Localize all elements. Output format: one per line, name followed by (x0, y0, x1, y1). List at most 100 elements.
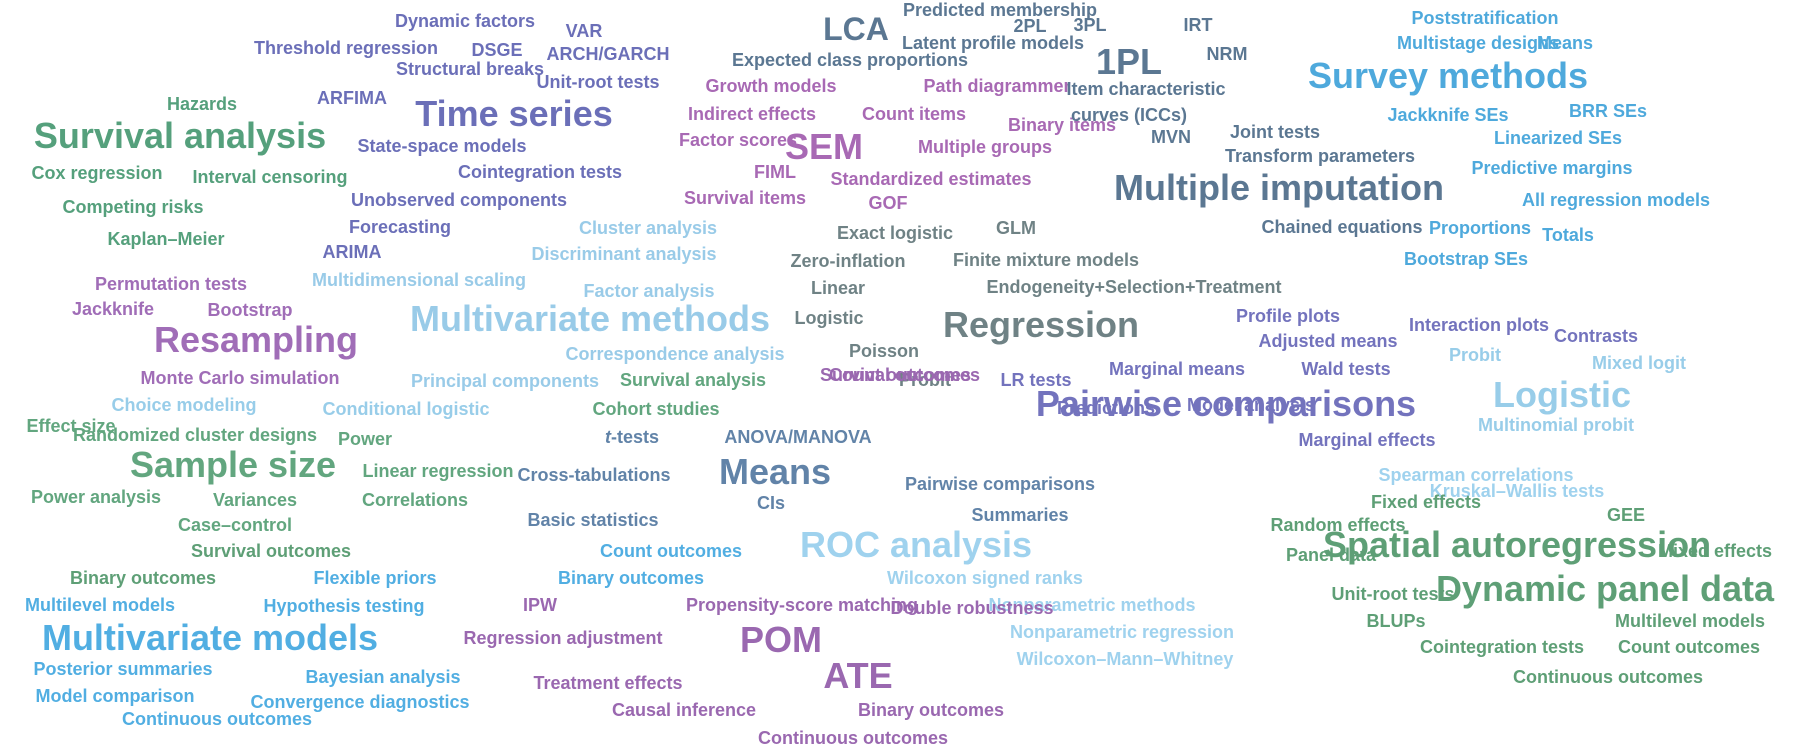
cloud-word-arch-garch: ARCH/GARCH (546, 44, 670, 64)
cloud-word-survival-analysis: Survival analysis (619, 370, 767, 390)
cloud-word-case-control: Case–control (177, 515, 293, 535)
cloud-word-spatial-autoregression: Spatial autoregression (1322, 524, 1712, 565)
cloud-word-arfima: ARFIMA (317, 88, 387, 108)
cloud-word-latent-profile-models: Latent profile models (901, 33, 1085, 53)
cloud-word-permutation-tests: Permutation tests (94, 274, 248, 294)
cloud-word-flexible-priors: Flexible priors (313, 568, 437, 588)
cloud-word-bayesian-analysis: Bayesian analysis (305, 667, 461, 687)
cloud-word-nonparametric-methods: Nonparametric methods (988, 595, 1196, 615)
cloud-word-principal-components: Principal components (410, 371, 600, 391)
cloud-word-propensity-score-matching: Propensity-score matching (685, 595, 919, 615)
cloud-word-transform-parameters: Transform parameters (1224, 146, 1416, 166)
cloud-word-standardized-estimates: Standardized estimates (830, 169, 1032, 189)
cloud-word-correspondence-analysis: Correspondence analysis (565, 344, 785, 364)
cloud-word-2pl: 2PL (1013, 16, 1047, 36)
cloud-word-bootstrap-ses: Bootstrap SEs (1403, 249, 1529, 269)
cloud-word-correlations: Correlations (361, 490, 469, 510)
cloud-word-chained-equations: Chained equations (1261, 217, 1423, 237)
cloud-word-pairwise-comparisons: Pairwise comparisons (1035, 383, 1417, 424)
cloud-word-multilevel-models: Multilevel models (24, 595, 176, 615)
cloud-word-profile-plots: Profile plots (1235, 306, 1341, 326)
cloud-word-fiml: FIML (754, 162, 796, 182)
cloud-word-bootstrap: Bootstrap (207, 300, 293, 320)
cloud-word-finite-mixture-models: Finite mixture models (952, 250, 1140, 270)
cloud-word-multistage-designs: Multistage designs (1396, 33, 1560, 53)
cloud-word-zero-inflation: Zero-inflation (790, 251, 906, 271)
cloud-word-power-analysis: Power analysis (30, 487, 162, 507)
cloud-word-survival-analysis: Survival analysis (33, 115, 327, 156)
cloud-word-joint-tests: Joint tests (1229, 122, 1321, 142)
cloud-word-jackknife: Jackknife (71, 299, 155, 319)
cloud-word-conditional-logistic: Conditional logistic (322, 399, 490, 419)
cloud-word-nonparametric-regression: Nonparametric regression (1009, 622, 1235, 642)
cloud-word-wilcoxon-signed-ranks: Wilcoxon signed ranks (887, 568, 1083, 588)
cloud-word-path-diagrammer: Path diagrammer (923, 76, 1071, 96)
cloud-word-hazards: Hazards (166, 94, 238, 114)
cloud-word-predictions: Predictions (1056, 398, 1156, 418)
cloud-word-marginal-means: Marginal means (1108, 359, 1246, 379)
cloud-word-cross-tabulations: Cross-tabulations (517, 465, 671, 485)
cloud-word-expected-class-proportions: Expected class proportions (731, 50, 969, 70)
cloud-word-resampling: Resampling (153, 319, 359, 360)
cloud-word-indirect-effects: Indirect effects (687, 104, 817, 124)
cloud-word-cis: CIs (756, 493, 786, 513)
cloud-word-pom: POM (739, 619, 823, 660)
cloud-word-mixed-logit: Mixed logit (1592, 353, 1686, 373)
cloud-word-irt: IRT (1183, 15, 1213, 35)
cloud-word-wald-tests: Wald tests (1301, 359, 1391, 379)
cloud-word-linearized-ses: Linearized SEs (1493, 128, 1623, 148)
cloud-word-structural-breaks: Structural breaks (395, 59, 545, 79)
cloud-word-monte-carlo-simulation: Monte Carlo simulation (140, 368, 340, 388)
cloud-word-competing-risks: Competing risks (62, 197, 204, 217)
cloud-word-effect-size: Effect size (26, 416, 116, 436)
cloud-word-summaries: Summaries (971, 505, 1069, 525)
cloud-word-jackknife-ses: Jackknife SEs (1387, 105, 1509, 125)
cloud-word-multinomial-probit: Multinomial probit (1478, 415, 1634, 435)
cloud-word-arima: ARIMA (322, 242, 382, 262)
cloud-word-survival-outcomes: Survival outcomes (819, 365, 981, 385)
cloud-word-unit-root-tests: Unit-root tests (1331, 584, 1455, 604)
cloud-word-unit-root-tests: Unit-root tests (536, 72, 660, 92)
cloud-word-count-outcomes: Count outcomes (1618, 637, 1760, 657)
cloud-word-gof: GOF (868, 193, 908, 213)
cloud-word-interval-censoring: Interval censoring (192, 167, 348, 187)
cloud-word-variances: Variances (212, 490, 298, 510)
cloud-word-means: Means (1536, 33, 1594, 53)
cloud-word-cohort-studies: Cohort studies (592, 399, 720, 419)
cloud-word-continuous-outcomes: Continuous outcomes (122, 709, 312, 729)
cloud-word-count-outcomes: Count outcomes (600, 541, 742, 561)
cloud-word-factor-scores: Factor scores (678, 130, 798, 150)
cloud-word-multidimensional-scaling: Multidimensional scaling (311, 270, 527, 290)
cloud-word-linear-regression: Linear regression (362, 461, 514, 481)
cloud-word-hypothesis-testing: Hypothesis testing (263, 596, 425, 616)
cloud-word-count-items: Count items (861, 104, 967, 124)
cloud-word-binary-items: Binary items (1007, 115, 1117, 135)
cloud-word-time-series: Time series (415, 93, 613, 134)
cloud-word-power: Power (337, 429, 393, 449)
cloud-word-var: VAR (565, 21, 603, 41)
cloud-word-item-characteristic: Item characteristic (1066, 79, 1226, 99)
cloud-word-dsge: DSGE (471, 40, 523, 60)
cloud-word-survival-items: Survival items (683, 188, 807, 208)
cloud-word-continuous-outcomes: Continuous outcomes (758, 728, 948, 748)
cloud-word-curves-iccs: curves (ICCs) (1070, 105, 1188, 125)
cloud-word-sem: SEM (784, 126, 864, 167)
cloud-word-t-tests: t-tests (604, 427, 660, 447)
cloud-word-predicted-membership: Predicted membership (902, 0, 1098, 20)
cloud-word-gee: GEE (1606, 505, 1646, 525)
cloud-word-logistic: Logistic (794, 308, 864, 328)
cloud-word-binary-outcomes: Binary outcomes (557, 568, 705, 588)
cloud-word-wilcoxon-mann-whitney: Wilcoxon–Mann–Whitney (1016, 649, 1234, 669)
cloud-word-dynamic-factors: Dynamic factors (394, 11, 536, 31)
cloud-word-probit: Probit (1449, 345, 1501, 365)
cloud-word-state-space-models: State-space models (357, 136, 527, 156)
cloud-word-ipw: IPW (523, 595, 557, 615)
cloud-word-marginal-effects: Marginal effects (1298, 430, 1436, 450)
cloud-word-multiple-imputation: Multiple imputation (1114, 167, 1444, 208)
cloud-word-causal-inference: Causal inference (611, 700, 757, 720)
cloud-word-pairwise-comparisons: Pairwise comparisons (904, 474, 1096, 494)
cloud-word-multiple-groups: Multiple groups (918, 137, 1052, 157)
cloud-word-adjusted-means: Adjusted means (1258, 331, 1398, 351)
cloud-word-regression: Regression (942, 304, 1140, 345)
cloud-word-poisson: Poisson (848, 341, 920, 361)
